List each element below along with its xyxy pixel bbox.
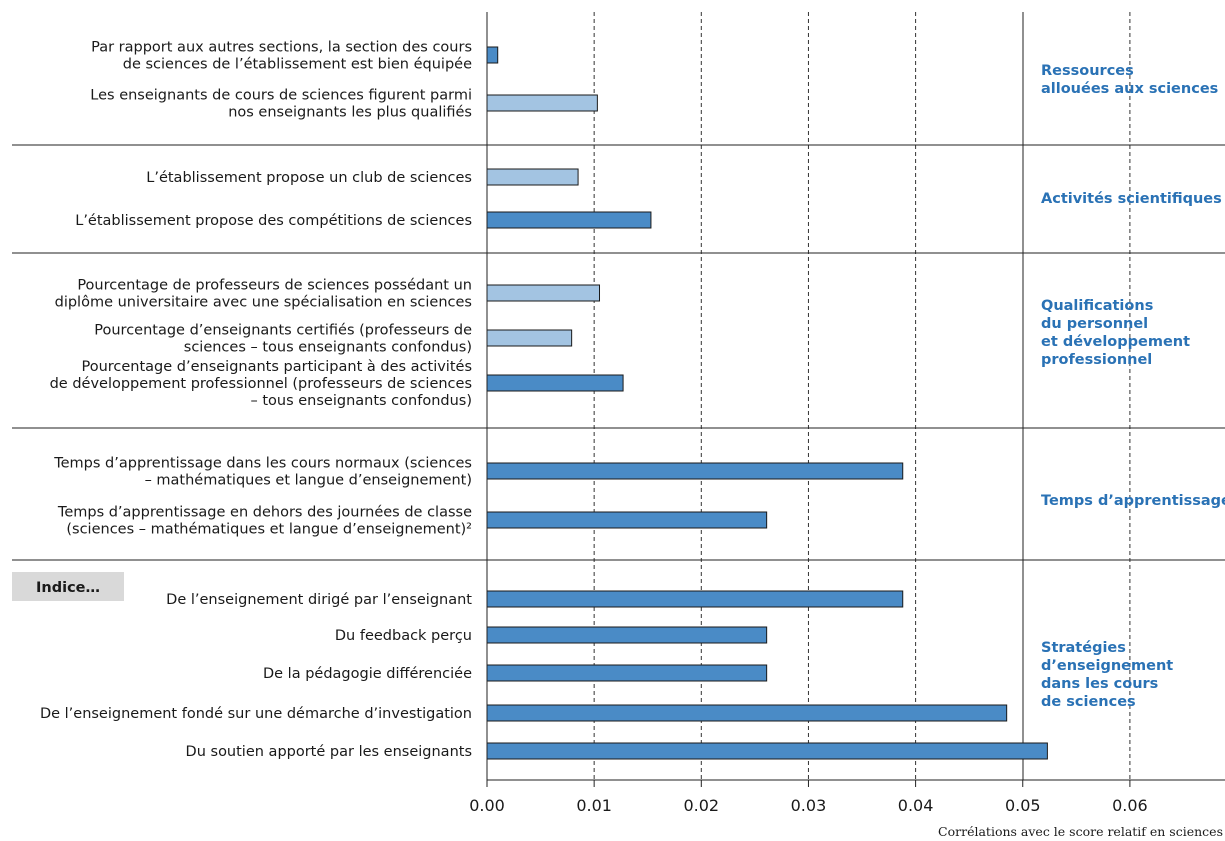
bar	[486, 211, 652, 229]
category-label-line: Par rapport aux autres sections, la sect…	[91, 40, 472, 56]
bar	[486, 462, 904, 480]
category-label-line: Du feedback perçu	[335, 628, 472, 644]
category-label-line: diplôme universitaire avec une spécialis…	[55, 295, 472, 311]
category-label: De la pédagogie différenciée	[263, 666, 472, 682]
category-label: Du feedback perçu	[335, 628, 472, 644]
group-label-line: d’enseignement	[1041, 658, 1173, 674]
category-label: De l’enseignement dirigé par l’enseignan…	[166, 592, 472, 608]
category-label-line: de développement professionnel (professe…	[50, 376, 472, 392]
group-label-line: Qualifications	[1041, 298, 1153, 314]
bar	[486, 168, 579, 186]
x-tick-label: 0.05	[1005, 796, 1041, 815]
category-label-line: Pourcentage d’enseignants certifiés (pro…	[94, 323, 472, 339]
category-label-line: (sciences – mathématiques et langue d’en…	[66, 522, 472, 538]
x-tick-label: 0.00	[469, 796, 505, 815]
group-label-line: dans les cours	[1041, 676, 1158, 692]
group-label-line: Stratégies	[1041, 640, 1126, 656]
category-label-line: – tous enseignants confondus)	[250, 393, 472, 409]
group-label-line: de sciences	[1041, 694, 1136, 710]
category-label-line: nos enseignants les plus qualifiés	[228, 105, 472, 121]
group-label: Qualifications du personnel et développeme…	[1041, 298, 1190, 368]
bar	[486, 94, 598, 112]
group-dividers	[12, 12, 1225, 780]
category-label-line: sciences – tous enseignants confondus)	[184, 340, 472, 356]
category-label: Du soutien apporté par les enseignants	[186, 744, 472, 760]
group-labels: Ressources allouées aux sciences Activités…	[1041, 63, 1225, 710]
bar	[486, 590, 904, 608]
category-label: Pourcentage d’enseignants certifiés (pro…	[94, 323, 472, 356]
group-label-line: et développement	[1041, 334, 1190, 350]
group-label-line: Temps d’apprentissage	[1041, 493, 1225, 509]
grid-layer	[593, 12, 1131, 780]
bar	[486, 704, 1008, 722]
group-label: Stratégies d’enseignement dans les cours de…	[1041, 640, 1173, 710]
category-label-line: de sciences de l’établissement est bien …	[123, 57, 472, 73]
x-tick-label: 0.03	[791, 796, 827, 815]
category-label-line: L’établissement propose des compétitions…	[75, 213, 472, 229]
group-label-line: Activités scientifiques	[1041, 191, 1222, 207]
category-label-line: Temps d’apprentissage en dehors des jour…	[57, 505, 472, 521]
category-label-line: Temps d’apprentissage dans les cours nor…	[53, 456, 472, 472]
bars-layer	[486, 46, 1048, 760]
category-label: Temps d’apprentissage en dehors des jour…	[57, 505, 472, 538]
category-label: L’établissement propose des compétitions…	[75, 213, 472, 229]
x-tick-label: 0.02	[683, 796, 719, 815]
category-label: Les enseignants de cours de sciences fig…	[90, 88, 472, 121]
bar	[486, 374, 624, 392]
bar	[486, 329, 573, 347]
bar	[486, 284, 601, 302]
category-label-line: De l’enseignement fondé sur une démarche…	[40, 706, 472, 722]
group-label-line: du personnel	[1041, 316, 1148, 332]
category-label-line: De l’enseignement dirigé par l’enseignan…	[166, 592, 472, 608]
group-label-line: professionnel	[1041, 352, 1152, 368]
group-label: Activités scientifiques	[1041, 191, 1222, 207]
category-label-line: Pourcentage d’enseignants participant à …	[81, 359, 472, 375]
group-label-line: Ressources	[1041, 63, 1134, 79]
category-label-line: Pourcentage de professeurs de sciences p…	[77, 278, 472, 294]
x-axis: 0.00 0.01 0.02 0.03 0.04 0.05 0.06 Corrélations…	[469, 12, 1225, 839]
category-labels: Par rapport aux autres sections, la sect…	[40, 40, 472, 761]
category-label: Par rapport aux autres sections, la sect…	[91, 40, 472, 73]
category-label-line: – mathématiques et langue d’enseignement…	[145, 473, 472, 489]
x-axis-title: Corrélations avec le score relatif en sc…	[938, 824, 1223, 839]
group-label: Temps d’apprentissage	[1041, 493, 1225, 509]
index-note-label: Indice…	[36, 580, 100, 596]
x-tick-label: 0.04	[898, 796, 934, 815]
category-label-line: Les enseignants de cours de sciences fig…	[90, 88, 472, 104]
category-label: Pourcentage d’enseignants participant à …	[50, 359, 472, 409]
group-label-line: allouées aux sciences	[1041, 81, 1218, 97]
index-note: Indice…	[12, 572, 124, 601]
index-note-box	[12, 572, 124, 601]
x-tick-label: 0.06	[1112, 796, 1148, 815]
group-label: Ressources allouées aux sciences	[1041, 63, 1218, 97]
bar	[486, 46, 499, 64]
category-label: Temps d’apprentissage dans les cours nor…	[53, 456, 472, 489]
category-label: Pourcentage de professeurs de sciences p…	[55, 278, 472, 311]
category-label-line: De la pédagogie différenciée	[263, 666, 472, 682]
x-tick-label: 0.01	[576, 796, 612, 815]
category-label: De l’enseignement fondé sur une démarche…	[40, 706, 472, 722]
category-label-line: L’établissement propose un club de scien…	[146, 170, 472, 186]
bar	[486, 742, 1048, 760]
bar	[486, 626, 768, 644]
category-label-line: Du soutien apporté par les enseignants	[186, 744, 472, 760]
bar	[486, 664, 768, 682]
bar	[486, 511, 768, 529]
category-label: L’établissement propose un club de scien…	[146, 170, 472, 186]
